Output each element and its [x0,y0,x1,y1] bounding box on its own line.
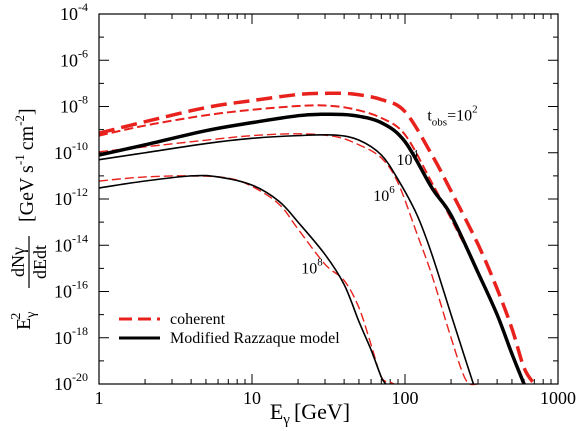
annotation-tobs: 106 [373,184,395,205]
y-axis-label: Eγ2 dNγ dEdt [GeV s-1cm-2] [8,108,50,330]
annotation-tobs: 104 [397,148,419,169]
y-tick-label: 10-16 [54,278,88,302]
svg-text:Eγ2: Eγ2 [9,312,39,330]
y-tick-label: 10-4 [60,0,88,24]
series-razzaque-10e2 [98,112,526,385]
svg-text:dEdt: dEdt [30,245,50,279]
series-coherent-10e2 [98,91,536,386]
x-tick-label: 100 [392,388,419,408]
series-coherent-10e4 [98,104,525,385]
tick-labels: 1 10 100 1000 10-20 10-18 10-16 10-14 10-12 10-10… [54,0,576,408]
svg-text:[GeV s-1cm-2]: [GeV s-1cm-2] [12,108,38,222]
plot-area [99,14,558,384]
series-razzaque-10e4 [98,133,475,385]
x-axis-label: Eγ [GeV] [270,399,350,428]
y-tick-label: 10-18 [54,324,88,348]
data-series [98,91,536,386]
y-tick-label: 10-10 [54,139,88,163]
y-tick-label: 10-8 [60,93,88,117]
series-razzaque-10e6 [98,174,387,385]
legend-label-razzaque: Modified Razzaque model [170,330,340,347]
x-tick-label: 10 [243,388,261,408]
y-tick-label: 10-12 [54,185,88,209]
annotation-tobs: tobs=102 [427,103,477,128]
plot-frame [98,13,559,385]
x-tick-label: 1000 [540,388,576,408]
x-tick-label: 1 [95,388,104,408]
y-tick-label: 10-14 [54,231,88,255]
legend-label-coherent: coherent [170,311,226,328]
series-coherent-10e6 [98,133,479,386]
y-tick-label: 10-6 [60,46,88,70]
annotation-tobs: 108 [301,257,323,278]
legend: coherent Modified Razzaque model [119,311,340,347]
svg-text:dNγ: dNγ [8,247,28,277]
y-tick-label: 10-20 [54,370,88,394]
